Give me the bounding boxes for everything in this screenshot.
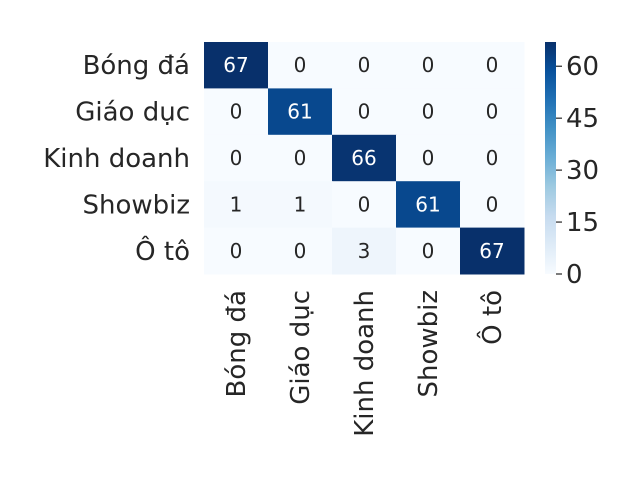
heatmap-cell <box>396 88 461 136</box>
heatmap-cell <box>460 227 525 275</box>
heatmap-cells <box>204 42 525 275</box>
x-tick-label: Giáo dục <box>286 290 316 405</box>
cell-value-label: 67 <box>479 239 504 263</box>
cell-value-label: 1 <box>294 192 307 216</box>
cell-value-label: 0 <box>422 53 435 77</box>
cell-value-label: 0 <box>486 192 499 216</box>
y-tick-label: Kinh doanh <box>43 144 190 174</box>
heatmap-cell <box>204 134 269 182</box>
heatmap-cell <box>460 181 525 229</box>
cell-value-label: 67 <box>223 53 248 77</box>
heatmap-cell <box>268 134 333 182</box>
colorbar: 0 15 30 45 60 <box>545 42 599 290</box>
cell-value-label: 1 <box>230 192 243 216</box>
cell-value-label: 0 <box>294 53 307 77</box>
heatmap-cell <box>460 42 525 89</box>
heatmap-cell <box>268 88 333 136</box>
heatmap-cell <box>332 227 397 275</box>
colorbar-tick-label: 60 <box>566 52 599 82</box>
heatmap-cell <box>460 88 525 136</box>
x-tick-labels: Bóng đá Giáo dục Kinh doanh Showbiz Ô tô <box>222 290 508 437</box>
cell-value-label: 0 <box>422 146 435 170</box>
heatmap-cell <box>204 42 269 89</box>
cell-value-label: 0 <box>422 239 435 263</box>
x-tick-label: Bóng đá <box>222 290 252 397</box>
colorbar-ticks: 0 15 30 45 60 <box>556 52 599 290</box>
cell-value-label: 61 <box>415 192 440 216</box>
cell-value-label: 0 <box>294 239 307 263</box>
colorbar-tick-label: 15 <box>566 208 599 238</box>
y-tick-label: Showbiz <box>82 190 190 220</box>
cell-value-label: 66 <box>351 146 376 170</box>
heatmap-cell <box>332 181 397 229</box>
cell-value-label: 0 <box>294 146 307 170</box>
cell-value-label: 0 <box>230 146 243 170</box>
colorbar-tick-label: 30 <box>566 156 599 186</box>
heatmap-cell <box>396 42 461 89</box>
cell-value-label: 0 <box>358 100 371 124</box>
y-tick-label: Bóng đá <box>83 51 190 81</box>
cell-value-label: 0 <box>230 100 243 124</box>
cell-value-label: 0 <box>358 53 371 77</box>
cell-value-label: 61 <box>287 100 312 124</box>
x-tick-label: Kinh doanh <box>350 290 380 437</box>
heatmap-cell <box>460 134 525 182</box>
y-tick-labels: Bóng đá Giáo dục Kinh doanh Showbiz Ô tô <box>43 51 190 267</box>
cell-value-label: 0 <box>230 239 243 263</box>
cell-value-label: 0 <box>486 53 499 77</box>
cell-value-label: 0 <box>358 192 371 216</box>
heatmap-cell <box>204 227 269 275</box>
heatmap-cell <box>332 42 397 89</box>
colorbar-gradient <box>545 42 556 274</box>
heatmap-cell-labels: 67 0 0 0 0 0 61 0 0 0 0 0 66 0 0 1 1 0 61 0 0 0 3 0 67 <box>223 53 504 263</box>
heatmap-cell <box>268 227 333 275</box>
cell-value-label: 3 <box>358 239 371 263</box>
heatmap-cell <box>204 88 269 136</box>
heatmap-cell <box>332 88 397 136</box>
heatmap-cell <box>204 181 269 229</box>
heatmap-cell <box>268 181 333 229</box>
heatmap-cell <box>396 227 461 275</box>
y-tick-label: Giáo dục <box>75 98 190 128</box>
cell-value-label: 0 <box>486 100 499 124</box>
heatmap-cell <box>396 134 461 182</box>
colorbar-tick-label: 0 <box>566 260 583 290</box>
heatmap-cell <box>332 134 397 182</box>
cell-value-label: 0 <box>486 146 499 170</box>
heatmap-cell <box>396 181 461 229</box>
colorbar-tick-label: 45 <box>566 104 599 134</box>
cell-value-label: 0 <box>422 100 435 124</box>
x-tick-label: Showbiz <box>414 290 444 398</box>
x-tick-label: Ô tô <box>476 290 508 345</box>
y-tick-label: Ô tô <box>135 235 190 267</box>
heatmap-cell <box>268 42 333 89</box>
